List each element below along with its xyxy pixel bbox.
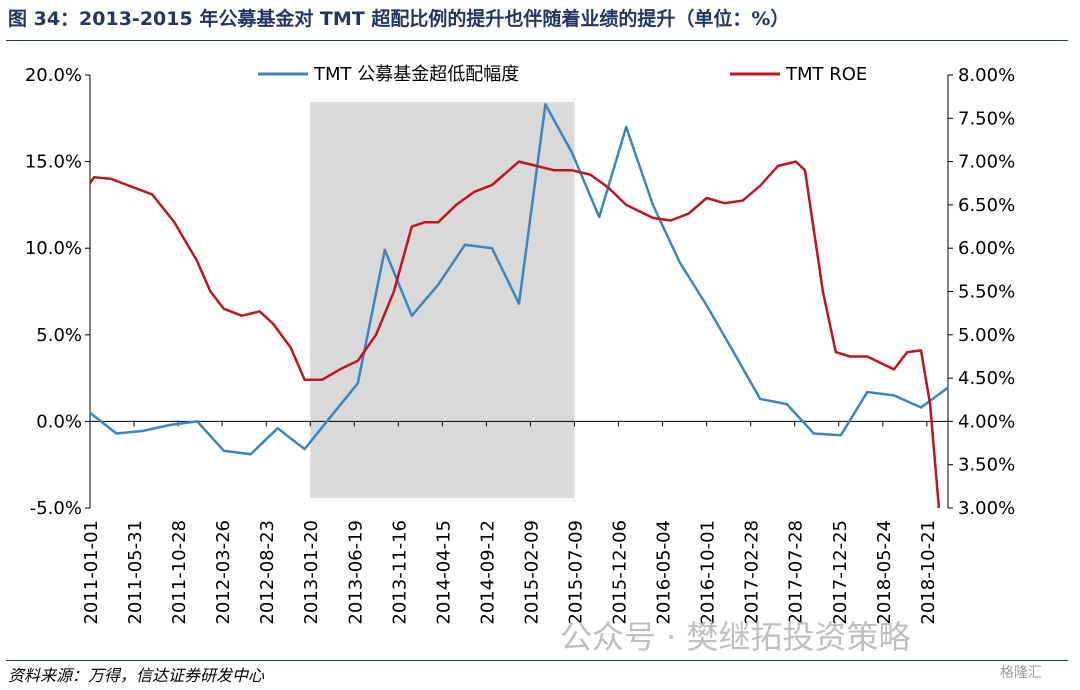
x-tick-label: 2013-11-16 — [389, 520, 410, 625]
x-tick-label: 2012-08-23 — [257, 520, 278, 625]
title-divider — [6, 40, 1068, 41]
shaded-period — [310, 102, 575, 498]
x-tick-label: 2013-06-19 — [345, 520, 366, 625]
left-tick-label: 15.0% — [25, 152, 82, 173]
left-tick-label: -5.0% — [30, 498, 82, 519]
axis-layer: 20.0% 15.0% 10.0% 5.0% 0.0% -5.0% 8.00% 7.50% 7.… — [25, 65, 1015, 625]
left-tick-label: 10.0% — [25, 238, 82, 259]
chart-title: 图 34：2013-2015 年公募基金对 TMT 超配比例的提升也伴随着业绩的… — [8, 8, 790, 30]
right-tick-label: 7.50% — [958, 108, 1015, 129]
overweight-series-line — [89, 103, 949, 456]
right-tick-label: 8.00% — [958, 65, 1015, 86]
right-tick-label: 5.50% — [958, 282, 1015, 303]
right-tick-label: 5.00% — [958, 325, 1015, 346]
watermark-text: 公众号 · 樊继拓投资策略 — [560, 618, 911, 656]
x-tick-label: 2018-10-21 — [918, 520, 939, 625]
left-tick-label: 0.0% — [36, 411, 82, 432]
x-tick-label: 2011-10-28 — [169, 520, 190, 625]
x-tick-label: 2014-04-15 — [433, 520, 454, 625]
source-note: 资料来源：万得，信达证券研发中心 — [8, 666, 265, 685]
x-tick-label: 2015-07-09 — [565, 520, 586, 625]
x-tick-label: 2014-09-12 — [477, 520, 498, 625]
legend-item-overweight-label: TMT 公募基金超低配幅度 — [313, 64, 519, 85]
x-tick-label: 2016-05-04 — [654, 520, 675, 625]
shaded-period-layer — [310, 102, 575, 498]
right-tick-label: 3.50% — [958, 455, 1015, 476]
roe-series-line — [88, 160, 941, 509]
x-tick-label: 2011-05-31 — [125, 520, 146, 625]
x-tick-label: 2018-05-24 — [874, 520, 895, 625]
x-tick-label: 2011-01-01 — [81, 520, 102, 625]
x-tick-label: 2016-10-01 — [698, 520, 719, 625]
x-tick-label: 2015-02-09 — [521, 520, 542, 625]
right-tick-label: 6.50% — [958, 195, 1015, 216]
right-tick-label: 4.50% — [958, 368, 1015, 389]
footer-divider — [6, 660, 1068, 661]
left-tick-label: 5.0% — [36, 325, 82, 346]
right-tick-label: 7.00% — [958, 152, 1015, 173]
right-tick-label: 6.00% — [958, 238, 1015, 259]
left-tick-label: 20.0% — [25, 65, 82, 86]
x-tick-label: 2012-03-26 — [213, 520, 234, 625]
x-tick-label: 2017-12-25 — [830, 520, 851, 625]
watermark-logo-text: 格隆汇 — [1000, 665, 1042, 681]
right-tick-label: 4.00% — [958, 411, 1015, 432]
right-tick-label: 3.00% — [958, 498, 1015, 519]
x-tick-label: 2017-07-28 — [786, 520, 807, 625]
x-tick-label: 2015-12-06 — [610, 520, 631, 625]
x-tick-label: 2013-01-20 — [301, 520, 322, 625]
x-tick-label: 2017-02-28 — [742, 520, 763, 625]
legend-layer: TMT 公募基金超低配幅度 TMT ROE — [258, 64, 867, 85]
series-layer — [88, 103, 949, 509]
legend-item-roe-label: TMT ROE — [785, 64, 867, 85]
